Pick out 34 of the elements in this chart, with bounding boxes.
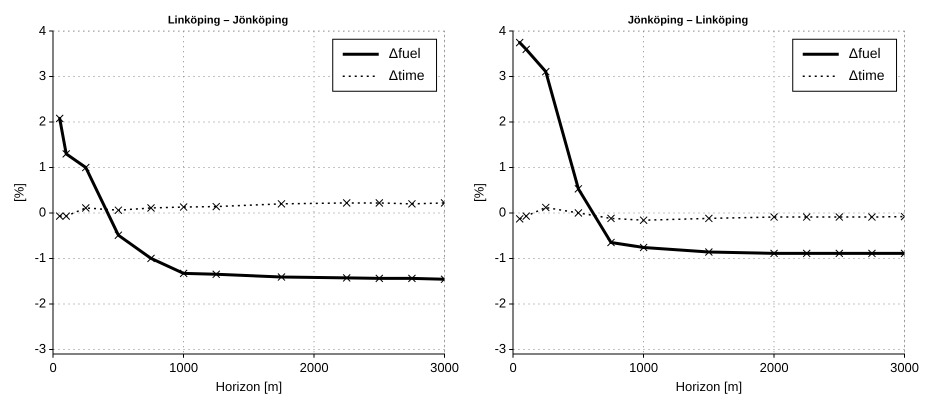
y-tick-label: -3: [494, 340, 506, 356]
y-tick-label: 1: [38, 159, 46, 174]
y-tick-label: 4: [498, 22, 506, 38]
y-tick-label: 1: [498, 159, 506, 174]
legend-label: Δfuel: [848, 45, 881, 62]
y-tick-label: -3: [34, 340, 46, 356]
y-tick-label: -1: [494, 250, 506, 265]
y-axis-title: [%]: [471, 183, 486, 202]
y-tick-label: 4: [38, 22, 46, 38]
y-tick-label: -2: [34, 295, 46, 310]
x-tick-label: 2000: [760, 360, 789, 376]
x-tick-label: 1000: [169, 360, 198, 376]
legend-label: Δtime: [848, 67, 885, 84]
y-tick-label: -2: [494, 295, 506, 310]
y-tick-label: 2: [38, 114, 46, 129]
x-axis-title: Horizon [m]: [676, 378, 742, 394]
x-tick-label: 3000: [430, 360, 459, 376]
x-tick-label: 0: [50, 360, 57, 376]
x-tick-label: 0: [510, 360, 517, 376]
y-tick-label: 0: [498, 204, 506, 220]
y-tick-label: 3: [498, 68, 506, 84]
legend-label: Δfuel: [388, 45, 421, 62]
y-axis-title: [%]: [11, 183, 26, 202]
x-tick-label: 1000: [629, 360, 658, 376]
y-tick-label: -1: [34, 250, 46, 265]
chart-title: Jönköping – Linköping: [628, 14, 748, 27]
x-axis-title: Horizon [m]: [216, 378, 282, 394]
y-tick-label: 2: [498, 114, 506, 129]
legend-label: Δtime: [388, 67, 425, 84]
y-tick-label: 3: [38, 68, 46, 84]
x-tick-label: 2000: [300, 360, 329, 376]
chart-title: Linköping – Jönköping: [168, 14, 288, 27]
x-tick-label: 3000: [890, 360, 919, 376]
y-tick-label: 0: [38, 204, 46, 220]
